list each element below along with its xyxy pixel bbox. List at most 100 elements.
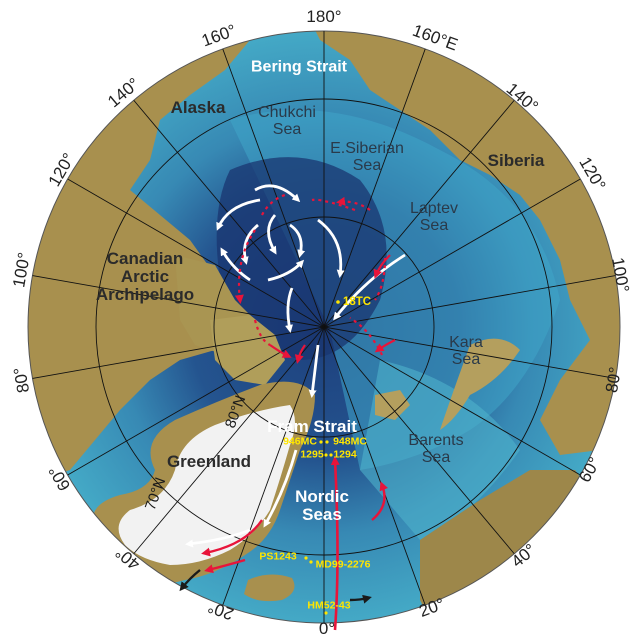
red-arrow-solid <box>294 344 306 364</box>
meridian-line <box>222 48 325 328</box>
red-arrow-dotted <box>261 193 286 216</box>
sea-line: Chukchi <box>258 104 316 122</box>
meridian-line <box>323 178 581 328</box>
atlantic-currents <box>201 193 396 631</box>
gyre-arrow <box>220 247 251 282</box>
surface-currents <box>185 184 406 548</box>
site-label-948mc: 948MC <box>333 435 367 448</box>
gyre-arrow <box>285 287 294 333</box>
deep-basin <box>216 157 387 360</box>
meridian-line <box>323 99 515 328</box>
sea-line: Sea <box>421 449 451 466</box>
site-label-18tc: 18TC <box>342 295 372 308</box>
red-arrow-dotted <box>311 198 356 212</box>
region-line: Arctic <box>120 267 170 287</box>
latitude-circle-70 <box>95 98 553 556</box>
site-label-ps1243: PS1243 <box>259 550 297 563</box>
meridian-line <box>323 326 515 555</box>
region-line: Canadian <box>106 249 184 269</box>
transpolar-arrow <box>333 253 406 321</box>
latitude-circle-80 <box>213 216 435 438</box>
iceland-arrow <box>204 558 246 574</box>
svalbard <box>375 390 410 420</box>
region-label-greenland: Greenland <box>166 452 252 472</box>
lon-label-0: 0° <box>318 619 336 639</box>
deep-currents <box>179 569 372 604</box>
gyre-arrow <box>317 218 345 278</box>
gyre-arrow <box>267 259 305 282</box>
red-arrow-solid <box>374 339 396 353</box>
site-markers <box>304 300 340 615</box>
sea-line: Seas <box>302 505 342 524</box>
site-dot-18tc <box>336 300 340 304</box>
sea-line: Sea <box>419 217 449 234</box>
sea-line: Sea <box>272 121 302 138</box>
gyre-arrow <box>216 198 261 231</box>
site-dot-948mc <box>325 440 329 444</box>
sea-label-e-siberian: E.Siberian Sea <box>330 140 404 175</box>
red-arrow-solid <box>373 254 391 279</box>
gyre-arrow <box>254 184 301 203</box>
meridian-line <box>133 326 325 555</box>
site-label-946mc: 946MC <box>283 435 317 448</box>
region-line: Archipelago <box>95 284 195 304</box>
meridian-line <box>222 326 325 606</box>
sea-label-barents: Barents Sea <box>408 432 464 467</box>
region-label-siberia: Siberia <box>487 151 545 171</box>
black-arrow <box>179 569 201 592</box>
irminger-arrow <box>201 519 263 557</box>
lon-label-180: 180° <box>306 7 342 27</box>
sea-label-bering-strait: Bering Strait <box>250 58 348 76</box>
site-label-1295: 1295 <box>300 448 324 461</box>
meridian-line <box>32 275 325 328</box>
sea-label-fram-strait: Fram Strait <box>267 417 357 437</box>
site-dot-1294 <box>329 453 333 457</box>
red-arrow-solid <box>269 344 292 358</box>
novaya-zemlya <box>440 338 520 430</box>
west-spitsbergen-arrow <box>330 456 340 631</box>
gyre-arrow <box>240 223 259 265</box>
ellesmere-island <box>210 315 285 385</box>
sea-line: Kara <box>449 334 483 352</box>
meridian-line <box>323 326 426 606</box>
meridian-line <box>323 48 426 328</box>
site-label-hm52-43: HM52-43 <box>307 599 351 612</box>
sea-line: E.Siberian <box>330 140 404 158</box>
sea-line: Sea <box>451 351 481 368</box>
meridian-line <box>323 326 581 476</box>
red-arrow-dotted <box>336 196 371 211</box>
site-dot-hm52 <box>324 611 328 615</box>
graticule <box>32 31 616 623</box>
sea-line: Laptev <box>409 200 459 218</box>
sea-line: Sea <box>352 157 382 174</box>
site-dot-1295 <box>324 453 328 457</box>
east-greenland-arrow-2 <box>185 528 251 548</box>
sea-label-kara: Kara Sea <box>449 334 483 369</box>
black-arrow <box>349 594 372 604</box>
meridian-line <box>323 275 616 328</box>
region-label-canadian-arctic: Canadian Arctic Archipelago <box>96 250 194 304</box>
meridian-line <box>32 326 325 379</box>
site-dot-946mc <box>319 440 323 444</box>
meridian-line <box>323 326 616 379</box>
site-label-md99-2276: MD99-2276 <box>315 558 371 571</box>
site-dot-ps1243 <box>304 556 308 560</box>
greenland-ice-sheet <box>118 405 295 565</box>
norwegian-arrow <box>371 481 389 521</box>
east-greenland-arrow <box>263 449 298 528</box>
gyre-arrow <box>267 214 277 255</box>
sea-line: Nordic <box>295 487 349 507</box>
sea-line: Barents <box>408 432 464 450</box>
fram-outflow-arrow <box>308 344 320 398</box>
site-dot-md99 <box>309 560 313 564</box>
sea-label-chukchi: Chukchi Sea <box>258 104 316 139</box>
sea-label-laptev: Laptev Sea <box>409 200 459 235</box>
meridian-line <box>67 178 325 328</box>
sea-label-nordic-seas: Nordic Seas <box>295 488 349 524</box>
region-label-alaska: Alaska <box>170 98 226 118</box>
gyre-arrow <box>289 223 306 258</box>
site-label-1294: 1294 <box>333 448 357 461</box>
red-arrow-dotted <box>234 229 256 304</box>
land-iceland <box>244 574 295 602</box>
